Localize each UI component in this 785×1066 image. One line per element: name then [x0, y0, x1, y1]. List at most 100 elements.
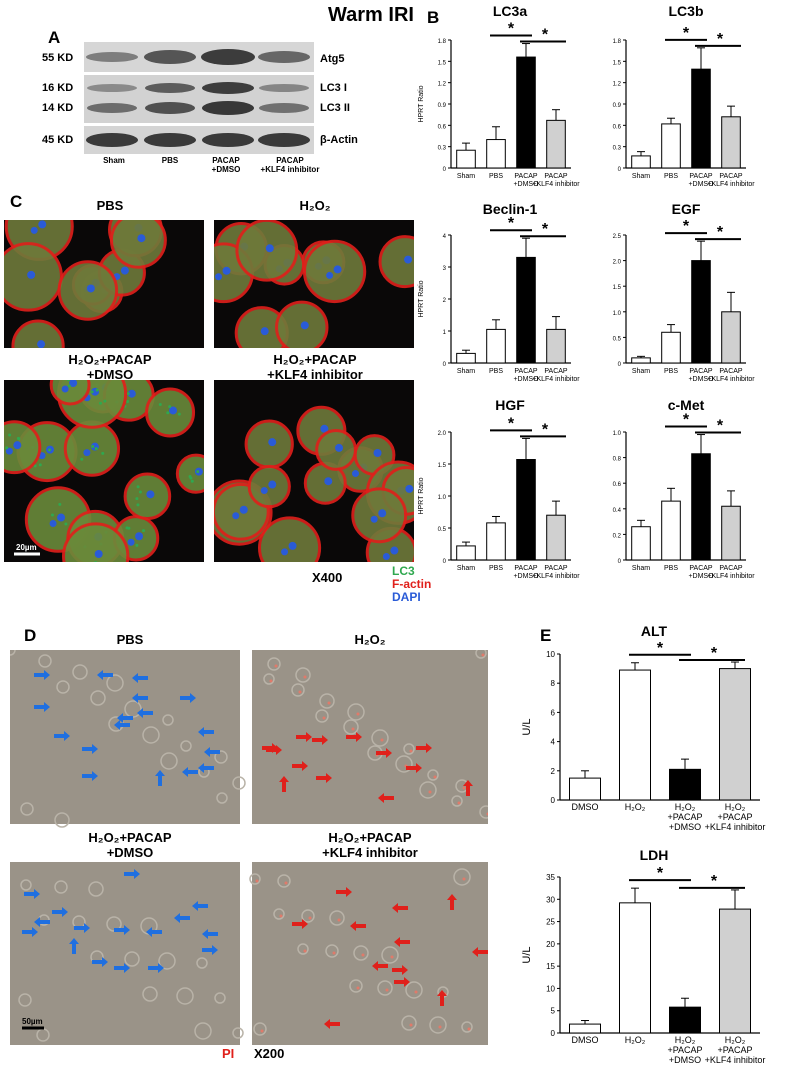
y-tick-label: 8	[551, 679, 556, 688]
category-label: Sham	[457, 368, 475, 375]
lc3-dot	[136, 485, 140, 489]
y-tick-label: 5	[551, 1007, 556, 1016]
y-tick-label: 1.5	[613, 285, 622, 291]
lc3-dot	[126, 400, 130, 404]
nucleus	[135, 532, 144, 541]
arrow-marker	[392, 965, 408, 975]
arrow-marker	[192, 901, 208, 911]
cell	[451, 795, 463, 807]
category-label: H₂O₂	[625, 802, 646, 812]
pi-dot	[356, 712, 360, 716]
y-tick-label: 3	[443, 266, 447, 272]
y-tick-label: 0.3	[613, 146, 622, 152]
chart-title: HGF	[495, 397, 525, 413]
bar	[516, 459, 536, 561]
lc3-dot	[125, 526, 129, 530]
western-blot: 55 KD 16 KD 14 KD 45 KD Atg	[0, 0, 420, 190]
y-tick-label: 0.6	[438, 124, 447, 130]
category-label: H₂O₂	[725, 1035, 746, 1045]
lc3-dot	[90, 390, 94, 394]
cell	[109, 220, 167, 269]
lc3-dot	[103, 399, 107, 403]
pi-dot	[269, 679, 273, 683]
bar	[516, 256, 536, 364]
category-label: DMSO	[572, 802, 599, 812]
pi-dot	[337, 918, 341, 922]
arrow-marker	[279, 776, 289, 792]
lc3-dot	[95, 388, 99, 392]
y-tick-label: 0.4	[613, 508, 622, 514]
arrow-marker	[124, 869, 140, 879]
y-tick-label: 0	[551, 796, 556, 805]
pi-dot	[303, 949, 307, 953]
lc3-dot	[158, 403, 162, 407]
nucleus	[335, 443, 344, 452]
pi-dot	[327, 701, 331, 705]
pi-dot	[255, 879, 259, 883]
y-tick-label: 0	[443, 167, 447, 173]
arrow-marker	[82, 771, 98, 781]
arrow-marker	[202, 945, 218, 955]
nucleus	[268, 480, 277, 489]
cell	[263, 673, 275, 685]
bar	[721, 116, 741, 169]
cell	[216, 792, 228, 804]
category-label: PBS	[664, 565, 678, 572]
y-axis-label: HPRT Ratio	[418, 85, 425, 122]
lc3-dot	[136, 503, 140, 507]
nucleus	[320, 424, 329, 433]
arrow-marker	[182, 767, 198, 777]
chart-title: c-Met	[668, 397, 705, 413]
significance-star: *	[508, 415, 515, 432]
bar	[619, 669, 651, 801]
bar	[456, 149, 476, 169]
y-tick-label: 0.5	[613, 336, 622, 342]
category-label: PACAP	[719, 565, 743, 572]
significance-star: *	[683, 25, 690, 42]
nucleus	[382, 553, 390, 561]
nucleus	[333, 265, 342, 274]
pi-dot	[385, 988, 389, 992]
bar	[721, 311, 741, 364]
lc3-dot	[101, 451, 105, 455]
nucleus	[239, 505, 248, 514]
arrow-marker	[132, 673, 148, 683]
y-tick-label: 2	[551, 767, 556, 776]
category-label: PACAP	[719, 173, 743, 180]
arrow-marker	[97, 670, 113, 680]
arrow-marker	[82, 744, 98, 754]
pi-dot	[279, 914, 283, 918]
arrow-marker	[296, 732, 312, 742]
cell	[90, 690, 106, 706]
bar	[719, 908, 751, 1034]
category-label: +KLF4 inhibitor	[707, 376, 755, 383]
arrow-marker	[114, 963, 130, 973]
chart-0: LC3a 0 0.3 0.6 0.9 1.2 1.5 1.8 HPRT Ratio Sham PBS…	[418, 3, 580, 188]
lane-label: Sham	[103, 156, 125, 165]
cell	[291, 683, 305, 697]
lane-label: PBS	[161, 156, 179, 165]
cell	[429, 1016, 447, 1034]
y-tick-label: 2.0	[438, 431, 447, 437]
nucleus	[69, 380, 78, 388]
cell	[401, 1015, 417, 1031]
nucleus	[37, 340, 46, 348]
chart-title: LDH	[640, 847, 669, 863]
y-tick-label: 0	[443, 559, 447, 565]
nucleus	[86, 284, 95, 293]
bar	[486, 328, 506, 364]
arrow-marker	[292, 761, 308, 771]
micrograph-panel	[10, 862, 240, 1045]
arrow-marker	[34, 702, 50, 712]
y-tick-label: 1.8	[438, 39, 447, 45]
arrow-marker	[198, 727, 214, 737]
nucleus	[27, 270, 36, 279]
arrow-marker	[137, 708, 153, 718]
y-tick-label: 1.8	[613, 39, 622, 45]
category-label: +KLF4 inhibitor	[532, 573, 580, 580]
y-tick-label: 2.0	[613, 260, 622, 266]
category-label: +PACAP	[667, 1045, 702, 1055]
legend-dapi: DAPI	[392, 590, 421, 604]
